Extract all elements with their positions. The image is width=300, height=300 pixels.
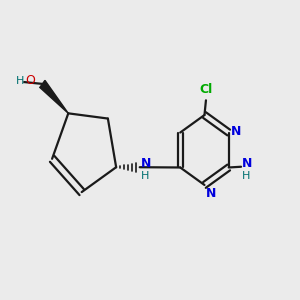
- Text: H: H: [16, 76, 25, 86]
- Text: H: H: [242, 171, 250, 181]
- Text: O: O: [25, 74, 35, 88]
- Text: H: H: [141, 171, 149, 182]
- Text: N: N: [141, 157, 151, 170]
- Text: Cl: Cl: [199, 83, 213, 96]
- Text: N: N: [230, 125, 241, 138]
- Polygon shape: [40, 80, 68, 113]
- Text: N: N: [242, 157, 252, 169]
- Text: N: N: [206, 187, 216, 200]
